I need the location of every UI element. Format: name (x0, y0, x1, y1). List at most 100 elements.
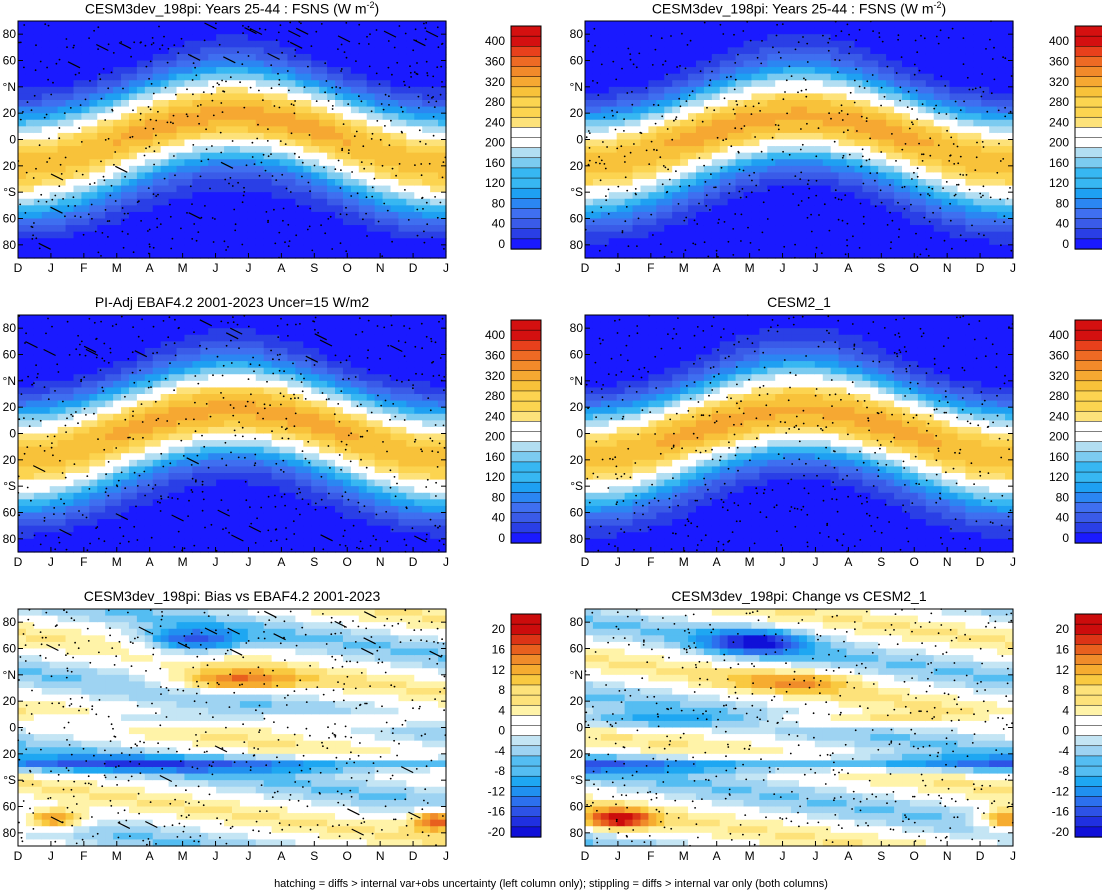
heatmap-cell (965, 34, 974, 42)
stipple-dot (278, 79, 281, 81)
heatmap-cell (113, 80, 122, 88)
heatmap-cell (350, 251, 360, 259)
heatmap-cell (949, 67, 959, 75)
heatmap-cell (902, 119, 911, 127)
heatmap-cell (152, 231, 162, 239)
stipple-dot (938, 112, 940, 114)
heatmap-cell (711, 80, 721, 88)
heatmap-cell (319, 231, 328, 239)
heatmap-cell (192, 53, 201, 62)
heatmap-cell (350, 21, 360, 29)
heatmap-cell (430, 211, 439, 220)
heatmap-cell (727, 67, 737, 75)
heatmap-cell (949, 73, 959, 81)
heatmap-cell (136, 244, 146, 253)
heatmap-cell (255, 238, 265, 246)
heatmap-cell (703, 93, 713, 101)
heatmap-cell (608, 86, 618, 95)
heatmap-cell (925, 139, 935, 147)
heatmap-cell (105, 67, 114, 75)
heatmap-cell (121, 146, 130, 154)
heatmap-cell (41, 93, 51, 101)
stipple-dot (709, 79, 712, 82)
stipple-dot (407, 219, 410, 221)
heatmap-cell (664, 21, 673, 29)
heatmap-cell (176, 126, 186, 134)
heatmap-cell (703, 139, 713, 147)
heatmap-cell (414, 244, 423, 253)
heatmap-cell (703, 218, 713, 226)
heatmap-cell (406, 244, 415, 253)
stipple-dot (606, 146, 608, 148)
heatmap-cell (239, 132, 249, 141)
heatmap-cell (319, 211, 328, 220)
stipple-dot (426, 74, 429, 77)
heatmap-cell (838, 179, 848, 187)
heatmap-cell (144, 119, 154, 127)
heatmap-cell (759, 159, 768, 167)
heatmap-cell (311, 60, 320, 68)
heatmap-cell (616, 80, 626, 88)
heatmap-cell (894, 40, 903, 48)
heatmap-cell (957, 231, 967, 239)
heatmap-cell (406, 172, 415, 180)
heatmap-cell (97, 165, 106, 174)
heatmap-cell (830, 172, 840, 180)
stipple-dot (891, 219, 894, 222)
heatmap-cell (870, 205, 879, 213)
stipple-dot (720, 166, 723, 169)
heatmap-cell (144, 225, 154, 233)
heatmap-cell (981, 40, 990, 48)
heatmap-cell (121, 198, 130, 206)
heatmap-cell (854, 146, 864, 154)
heatmap-cell (144, 100, 154, 108)
stipple-dot (897, 38, 899, 41)
panel-1: CESM3dev_198pi: Years 25-44 : FSNS (W m-… (0, 0, 1102, 294)
heatmap-cell (430, 165, 439, 174)
heatmap-cell (640, 113, 650, 121)
heatmap-cell (791, 165, 800, 174)
heatmap-cell (398, 53, 407, 62)
heatmap-cell (208, 152, 217, 160)
heatmap-cell (136, 185, 146, 193)
heatmap-cell (830, 146, 840, 154)
heatmap-cell (144, 198, 154, 206)
heatmap-cell (192, 47, 201, 55)
stipple-dot (714, 186, 717, 189)
heatmap-cell (168, 218, 178, 226)
heatmap-cell (247, 67, 257, 75)
stipple-dot (611, 109, 613, 112)
heatmap-cell (121, 132, 130, 141)
stipple-dot (635, 66, 638, 69)
heatmap-cell (271, 132, 281, 141)
stipple-dot (279, 24, 282, 27)
heatmap-cell (822, 218, 832, 226)
heatmap-cell (600, 113, 610, 121)
heatmap-cell (680, 67, 689, 75)
heatmap-cell (806, 132, 816, 141)
stipple-dot (928, 186, 930, 189)
heatmap-cell (152, 179, 162, 187)
heatmap-cell (295, 231, 304, 239)
heatmap-cell (806, 113, 816, 121)
heatmap-cell (81, 126, 90, 134)
heatmap-cell (374, 132, 384, 141)
heatmap-cell (128, 126, 138, 134)
stipple-dot (607, 188, 610, 191)
heatmap-cell (105, 86, 114, 95)
heatmap-cell (232, 185, 241, 193)
heatmap-cell (727, 211, 737, 220)
heatmap-cell (398, 93, 407, 101)
heatmap-cell (743, 218, 753, 226)
heatmap-cell (160, 106, 170, 114)
heatmap-cell (398, 139, 407, 147)
heatmap-cell (775, 47, 784, 55)
heatmap-cell (783, 139, 792, 147)
heatmap-cell (49, 27, 59, 35)
heatmap-cell (830, 93, 840, 101)
heatmap-cell (917, 106, 927, 114)
stipple-dot (200, 216, 203, 219)
heatmap-cell (295, 211, 304, 220)
heatmap-cell (735, 126, 745, 134)
stipple-dot (778, 51, 780, 54)
